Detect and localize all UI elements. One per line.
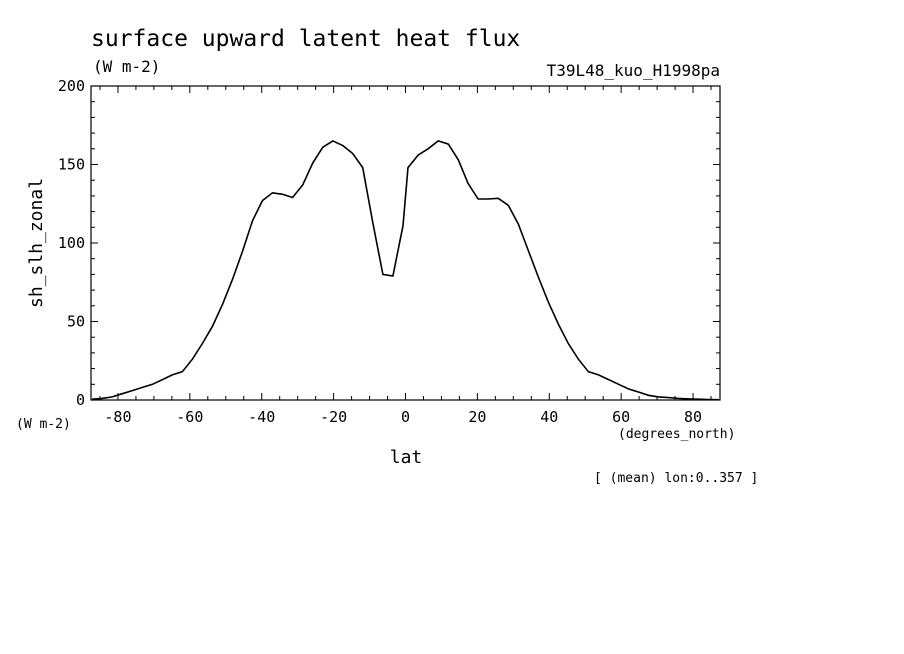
plot-frame [90, 85, 721, 401]
x-tick-label: -60 [176, 408, 203, 426]
x-axis-label: lat [390, 447, 423, 468]
x-tick-label: -40 [248, 408, 275, 426]
y-axis-label: sh_slh_zonal [26, 178, 47, 308]
x-tick-label: -20 [320, 408, 347, 426]
x-tick-label: 60 [612, 408, 630, 426]
series-line [92, 139, 719, 401]
y-tick-label: 200 [58, 77, 85, 95]
x-tick-label: -80 [104, 408, 131, 426]
x-tick-label: 80 [684, 408, 702, 426]
y-tick-label: 100 [58, 234, 85, 252]
x-tick-label: 20 [468, 408, 486, 426]
chart-title: surface upward latent heat flux [91, 26, 520, 52]
x-tick-label: 0 [401, 408, 410, 426]
y-tick-label: 50 [67, 313, 85, 331]
y-tick-label: 150 [58, 156, 85, 174]
experiment-label: T39L48_kuo_H1998pa [547, 61, 720, 80]
y-axis-units: (W m-2) [16, 417, 71, 432]
x-axis-units: (degrees_north) [618, 427, 735, 442]
axis-ticks [91, 85, 720, 401]
y-tick-label: 0 [76, 391, 85, 409]
chart-units: (W m-2) [93, 57, 160, 76]
mean-note: [ (mean) lon:0..357 ] [594, 471, 758, 486]
x-tick-label: 40 [540, 408, 558, 426]
tick-labels: -80 -60 -40 -20 0 20 40 60 80 0 50 100 150 200 [58, 77, 702, 426]
